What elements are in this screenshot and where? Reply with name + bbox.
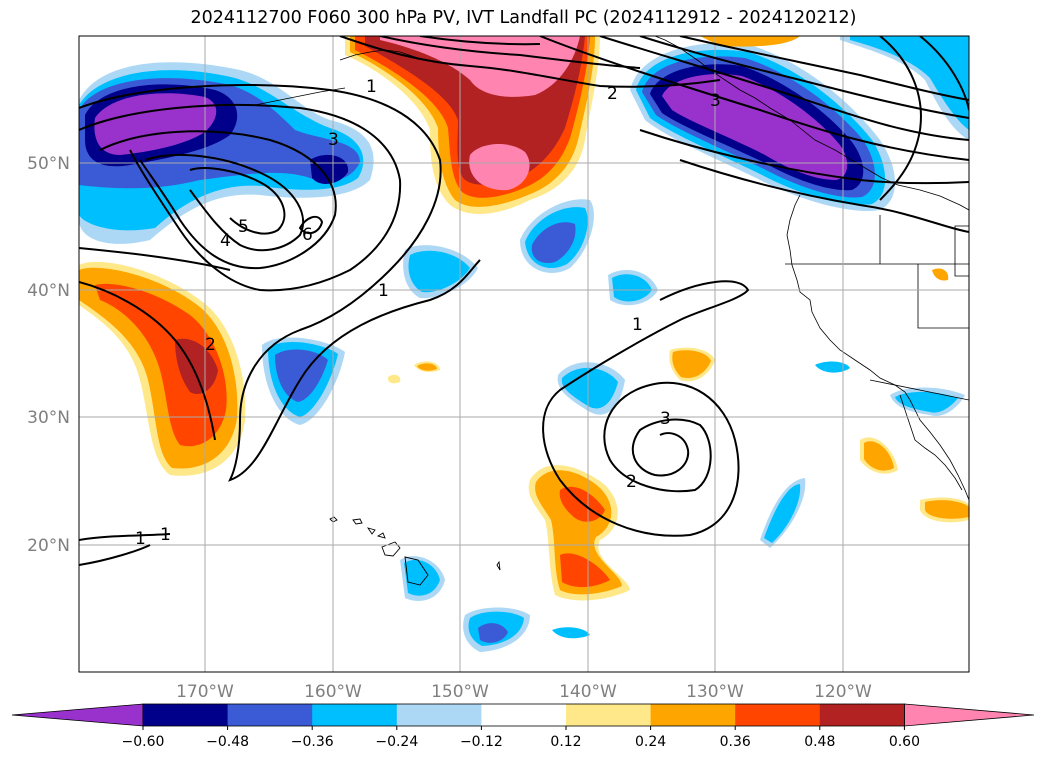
svg-text:1: 1	[135, 529, 146, 549]
svg-text:1: 1	[378, 281, 389, 301]
colorbar-tick-label: 0.48	[804, 734, 835, 750]
colorbar-tick-label: 0.24	[635, 734, 666, 750]
colorbar-tick-label: −0.12	[460, 734, 503, 750]
svg-text:1: 1	[366, 77, 377, 97]
lat-label: 40°N	[27, 281, 70, 301]
longitude-labels: 170°W 160°W 150°W 140°W 130°W 120°W	[176, 682, 872, 702]
lon-label: 160°W	[304, 682, 362, 702]
svg-text:2: 2	[626, 472, 637, 492]
contour-labels: 5 4 6 3 1 1 2 3 1 2 3 2 1 1	[135, 77, 721, 549]
west-positive-anomaly	[79, 261, 246, 476]
colorbar-tick-label: 0.12	[550, 734, 581, 750]
colorbar: −0.60 −0.48 −0.36 −0.24 −0.12 0.12 0.24 0.36 0.4…	[11, 703, 1035, 750]
map-title: 2024112700 F060 300 hPa PV, IVT Landfall…	[190, 8, 857, 28]
lat-label: 50°N	[27, 154, 70, 174]
colorbar-outline	[142, 703, 905, 727]
svg-text:3: 3	[660, 409, 671, 429]
lon-label: 120°W	[814, 682, 872, 702]
latitude-labels: 50°N 40°N 30°N 20°N	[27, 154, 70, 556]
colorbar-segment	[735, 704, 821, 726]
colorbar-segment	[143, 704, 229, 726]
lat-label: 30°N	[27, 408, 70, 428]
colorbar-tick-label: −0.60	[122, 734, 165, 750]
colorbar-segment	[481, 704, 567, 726]
graticule	[79, 36, 969, 672]
colorbar-tick-label: −0.48	[206, 734, 249, 750]
svg-text:1: 1	[632, 315, 643, 335]
lat-label: 20°N	[27, 536, 70, 556]
central-negative-features	[262, 199, 965, 652]
colorbar-min-extension	[11, 703, 144, 727]
svg-text:6: 6	[302, 225, 313, 245]
lon-label: 150°W	[431, 682, 489, 702]
central-positive-anomaly	[387, 268, 969, 601]
lon-label: 140°W	[559, 682, 617, 702]
svg-text:1: 1	[160, 525, 171, 545]
colorbar-segment	[819, 704, 905, 726]
colorbar-segment	[396, 704, 482, 726]
svg-text:4: 4	[220, 231, 231, 251]
svg-text:3: 3	[710, 91, 721, 111]
hawaiian-islands	[329, 516, 501, 586]
svg-text:3: 3	[328, 130, 339, 150]
svg-text:2: 2	[607, 84, 618, 104]
colorbar-tick-label: 0.60	[889, 734, 920, 750]
colorbar-max-extension	[904, 703, 1035, 727]
map-frame	[78, 35, 970, 673]
colorbar-segment	[312, 704, 398, 726]
colorbar-tick-label: −0.24	[375, 734, 418, 750]
map-plot-area: 5 4 6 3 1 1 2 3 1 2 3 2 1 1	[79, 36, 969, 672]
colorbar-segment	[650, 704, 736, 726]
lon-label: 170°W	[176, 682, 234, 702]
lon-label: 130°W	[686, 682, 744, 702]
north-positive-pv-anomaly	[345, 36, 600, 215]
colorbar-segment	[227, 704, 313, 726]
svg-text:5: 5	[238, 217, 249, 237]
colorbar-tick-label: −0.36	[291, 734, 334, 750]
pv-contours	[79, 36, 969, 566]
colorbar-tick-label: 0.36	[720, 734, 751, 750]
svg-text:2: 2	[205, 335, 216, 355]
colorbar-segment	[566, 704, 652, 726]
